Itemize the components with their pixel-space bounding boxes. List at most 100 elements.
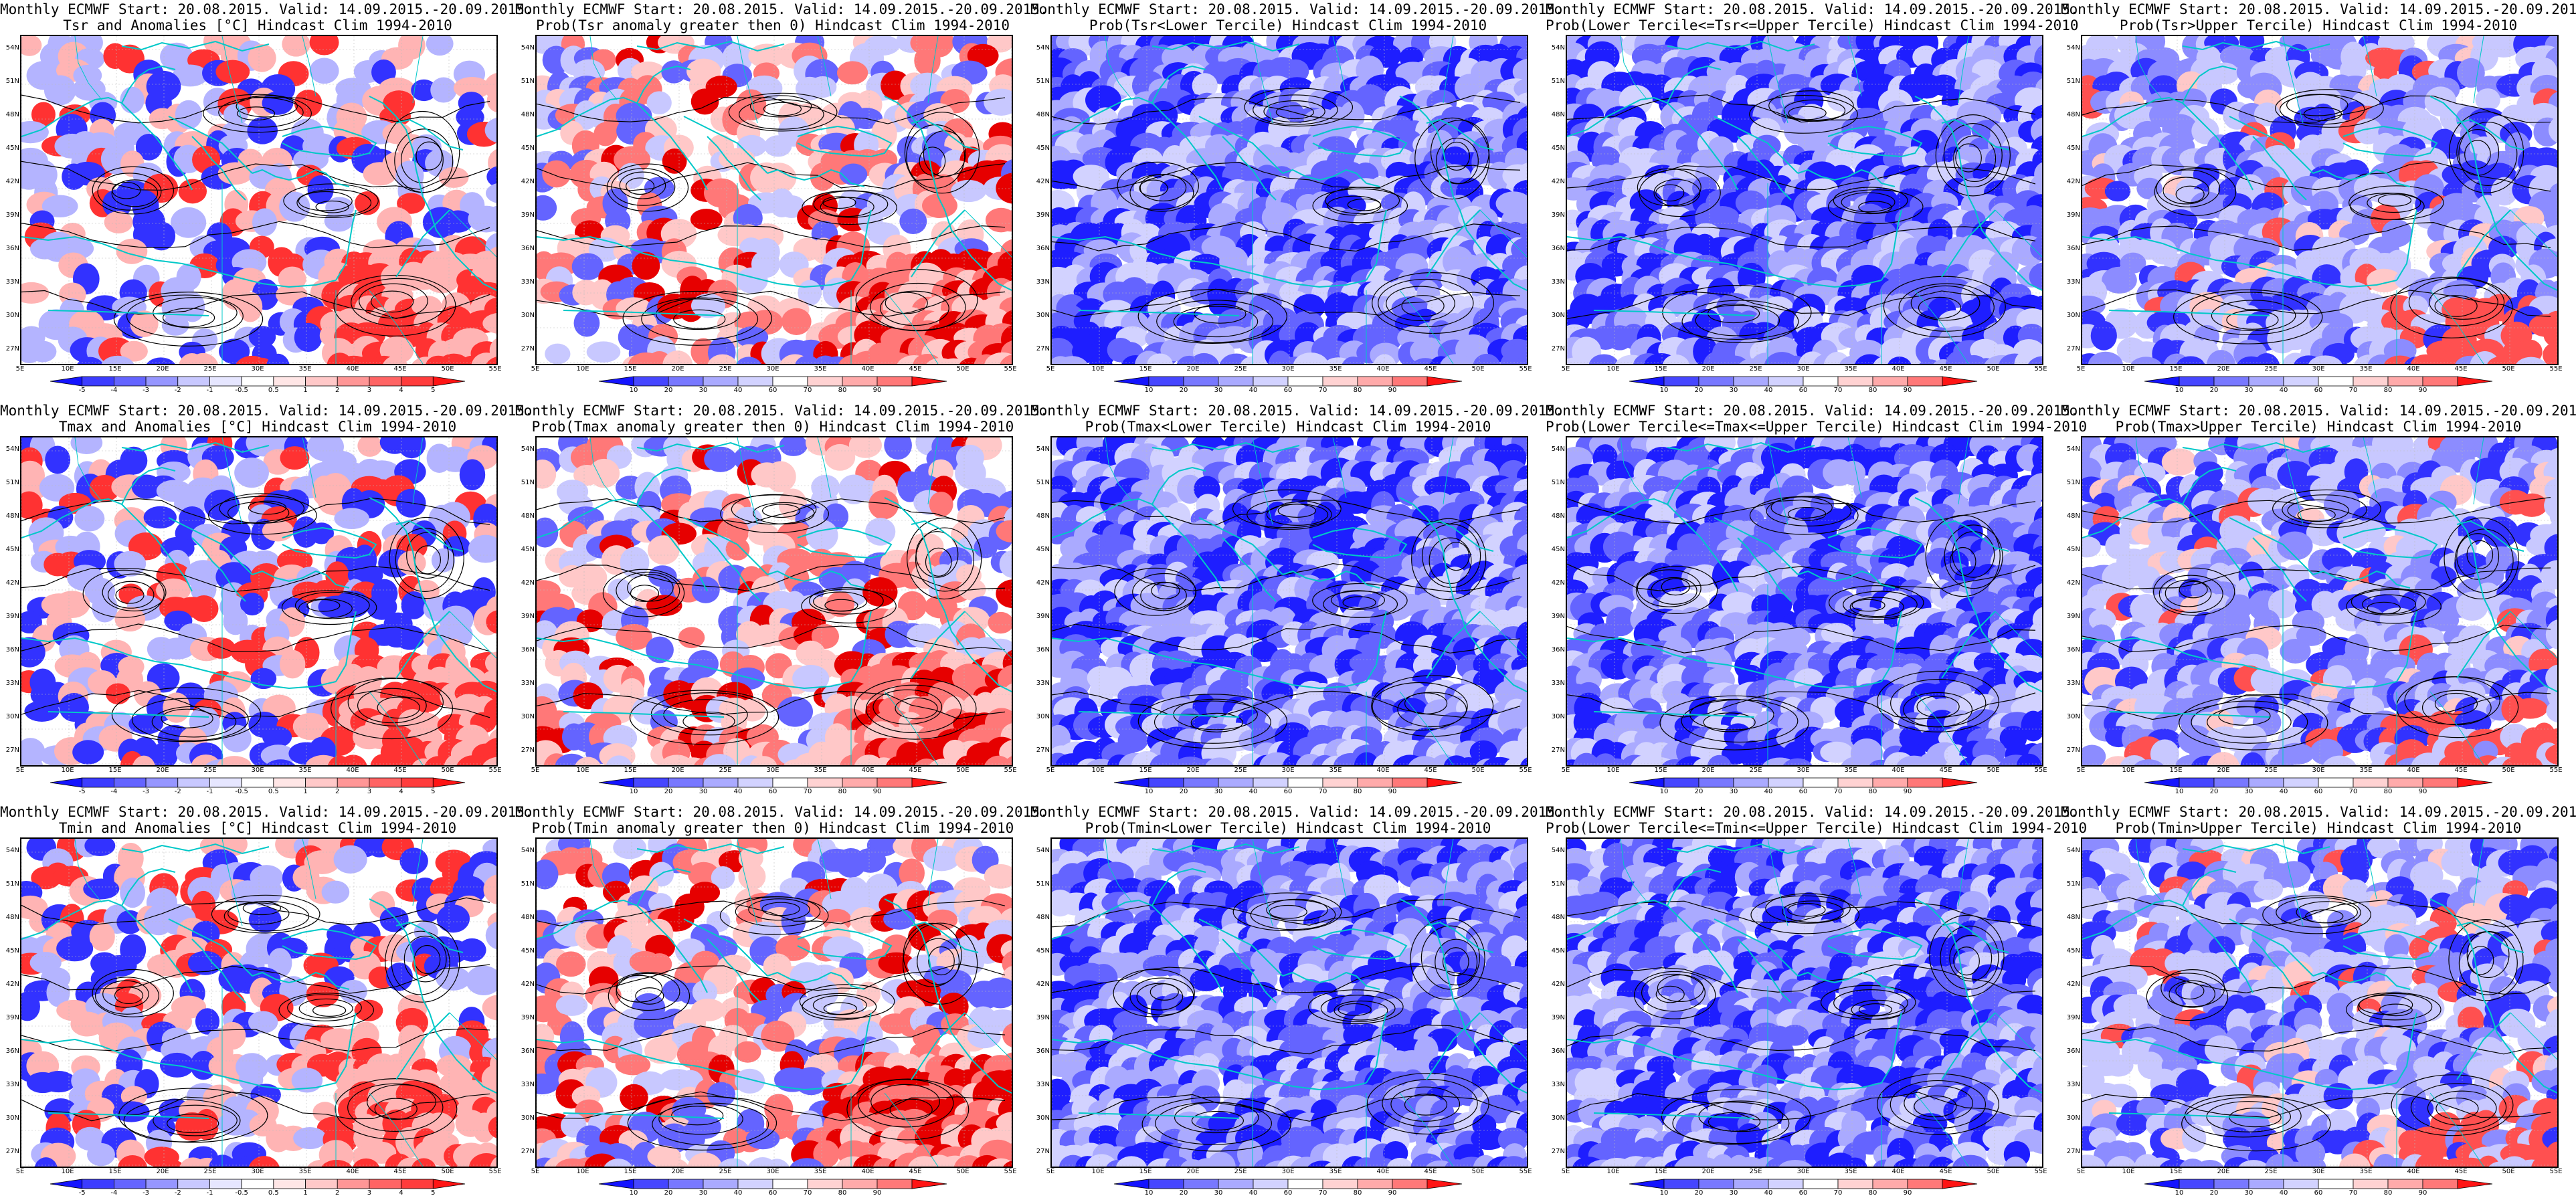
lat-label: 48N: [2066, 111, 2080, 118]
shaded-cell: [456, 106, 484, 128]
contour-line: [371, 290, 414, 313]
colorbar-swatch: [1427, 777, 1463, 788]
colorbar: [598, 777, 947, 788]
shaded-cell: [485, 183, 496, 203]
shaded-cell: [748, 43, 786, 68]
coastline: [563, 310, 725, 316]
colorbar-tick: 30: [1214, 788, 1223, 795]
lon-label: 20E: [1186, 365, 1200, 373]
contour-line: [126, 294, 244, 338]
shaded-cell: [781, 308, 812, 335]
shaded-cell: [2353, 118, 2383, 144]
panel-title: Tmax and Anomalies [°C] Hindcast Clim 19…: [58, 419, 457, 435]
shaded-cell: [2430, 353, 2455, 364]
colorbar-swatch: [50, 376, 83, 387]
colorbar-swatch: [1698, 376, 1734, 387]
coastline: [21, 235, 337, 288]
colorbar-tick: 40: [1249, 788, 1258, 795]
lon-label: 30E: [251, 767, 264, 774]
lon-label: 5E: [15, 365, 25, 373]
lat-label: 54N: [5, 44, 19, 52]
colorbar-tick: 90: [2418, 387, 2427, 394]
shaded-cell: [839, 163, 868, 185]
shaded-cell: [309, 36, 339, 56]
contour-line: [1386, 286, 1455, 322]
lat-label: 39N: [1036, 613, 1050, 620]
lat-label: 48N: [5, 512, 19, 520]
contour-line: [1173, 306, 1259, 338]
coastline: [1667, 40, 1815, 52]
colorbar-swatch: [1322, 376, 1358, 387]
lat-label: 30N: [1036, 312, 1050, 319]
colorbar-tick: 80: [1353, 387, 1362, 394]
coastline: [537, 235, 852, 288]
lon-label: 15E: [624, 767, 637, 774]
colorbar-swatch: [113, 777, 147, 788]
contour-line: [111, 179, 159, 207]
colorbar-swatch: [241, 777, 274, 788]
colorbar-swatch: [369, 376, 402, 387]
lat-label: 27N: [1551, 345, 1565, 353]
panel-header: Monthly ECMWF Start: 20.08.2015. Valid: …: [1030, 1, 1564, 17]
coastline: [121, 65, 176, 104]
lon-label: 15E: [108, 767, 122, 774]
shaded-cell: [736, 267, 768, 294]
shaded-cell: [1189, 353, 1219, 364]
contour-line: [2154, 168, 2237, 216]
lon-label: 55E: [1519, 365, 1532, 373]
shaded-cell: [1192, 73, 1218, 98]
colorbar-tick: 60: [768, 387, 777, 394]
shaded-cell: [2130, 357, 2162, 364]
shaded-cell: [1342, 356, 1365, 364]
shaded-cell: [1735, 190, 1766, 215]
shaded-cell: [189, 595, 219, 623]
colorbar-swatch: [598, 777, 634, 788]
colorbar-tick: 20: [1179, 387, 1188, 394]
lon-label: 35E: [298, 767, 312, 774]
country-border: [2510, 209, 2557, 258]
shaded-cell: [143, 506, 177, 529]
lat-label: 54N: [1551, 44, 1565, 52]
map-panel-tmax-prob-pos: Monthly ECMWF Start: 20.08.2015. Valid: …: [515, 401, 1048, 803]
colorbar-swatch: [432, 376, 466, 387]
colorbar-swatch: [1942, 376, 1978, 387]
colorbar-tick: -1: [206, 387, 213, 394]
coastline: [2082, 235, 2397, 288]
country-border: [589, 36, 618, 100]
contour-line: [885, 292, 928, 314]
lat-label: 36N: [1551, 245, 1565, 252]
contour-line: [400, 136, 444, 183]
lon-label: 10E: [61, 767, 74, 774]
shaded-cell: [707, 354, 737, 364]
panel-header: Monthly ECMWF Start: 20.08.2015. Valid: …: [1546, 403, 2079, 419]
shaded-cell: [1662, 354, 1689, 364]
lon-label: 50E: [1471, 767, 1485, 774]
shaded-cell: [170, 207, 207, 238]
shaded-cell: [215, 60, 250, 84]
shaded-cell: [161, 314, 189, 336]
shaded-cell: [836, 61, 868, 85]
country-border: [1399, 290, 1454, 364]
shaded-cell: [1750, 118, 1780, 142]
lon-label: 35E: [1329, 365, 1342, 373]
shaded-cell: [1056, 356, 1088, 364]
shaded-cell: [545, 343, 571, 364]
shaded-cell: [106, 683, 130, 705]
map-area: [1050, 436, 1528, 767]
colorbar-swatch: [209, 777, 242, 788]
shaded-cell: [397, 193, 426, 214]
contour-line: [2390, 276, 2513, 338]
shaded-cell: [43, 75, 76, 106]
lat-label: 51N: [5, 479, 19, 486]
contour-line: [1327, 195, 1382, 216]
contour-line: [416, 141, 443, 171]
contour-line: [2458, 121, 2518, 186]
colorbar: [1629, 376, 1978, 387]
shaded-cell: [397, 437, 426, 459]
lon-label: 55E: [1004, 365, 1017, 373]
shaded-cell: [795, 355, 820, 364]
lon-label: 55E: [2549, 365, 2563, 373]
colorbar-tick: 70: [1318, 387, 1327, 394]
shaded-cell: [1293, 353, 1329, 364]
panel-header: Monthly ECMWF Start: 20.08.2015. Valid: …: [0, 403, 533, 419]
